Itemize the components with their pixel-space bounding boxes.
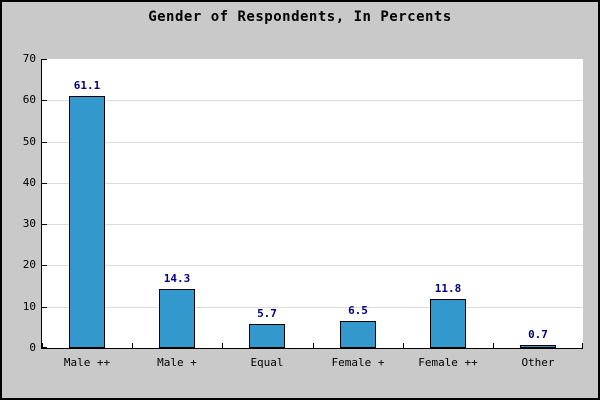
x-axis-tick: [403, 343, 404, 348]
bar: [249, 324, 285, 348]
chart-title: Gender of Respondents, In Percents: [148, 9, 452, 25]
gridline: [42, 224, 583, 225]
y-axis-tick: [42, 307, 47, 308]
x-tick-label: Male ++: [63, 356, 111, 369]
bar: [520, 345, 556, 348]
gridline: [42, 183, 583, 184]
x-axis-tick: [313, 343, 314, 348]
x-axis-tick: [222, 343, 223, 348]
x-tick-label: Equal: [250, 356, 284, 369]
bar-value-label: 6.5: [348, 304, 368, 317]
plot-area: 61.1 14.3 5.7 6.5 11.8 0.7: [41, 59, 583, 349]
y-axis-tick: [42, 347, 47, 348]
gridline: [42, 142, 583, 143]
y-axis-tick: [42, 142, 47, 143]
x-tick-label: Male +: [157, 356, 197, 369]
y-tick-label: 70: [22, 52, 36, 65]
y-tick-label: 30: [22, 217, 36, 230]
x-tick-label: Female +: [331, 356, 385, 369]
bar-value-label: 11.8: [434, 282, 462, 295]
x-tick-label: Other: [521, 356, 555, 369]
x-axis-tick: [582, 343, 583, 348]
y-tick-label: 10: [22, 300, 36, 313]
x-tick-label: Female ++: [418, 356, 478, 369]
x-axis-tick: [493, 343, 494, 348]
gridline: [42, 100, 583, 101]
bar: [159, 289, 195, 348]
gridline: [42, 265, 583, 266]
y-axis-tick: [42, 183, 47, 184]
bar: [340, 321, 376, 348]
bar-value-label: 5.7: [257, 307, 277, 320]
y-axis-tick: [42, 224, 47, 225]
bar: [430, 299, 466, 348]
bar-value-label: 14.3: [163, 272, 191, 285]
y-axis-tick: [42, 59, 47, 60]
y-tick-label: 60: [22, 93, 36, 106]
y-tick-label: 40: [22, 176, 36, 189]
x-axis-tick: [132, 343, 133, 348]
gridline: [42, 307, 583, 308]
bar: [69, 96, 105, 348]
bar-value-label: 61.1: [73, 79, 101, 92]
bar-value-label: 0.7: [528, 328, 548, 341]
y-tick-label: 20: [22, 258, 36, 271]
x-axis-tick: [42, 343, 43, 348]
y-tick-label: 0: [29, 341, 36, 354]
y-axis-tick: [42, 100, 47, 101]
y-tick-label: 50: [22, 135, 36, 148]
y-axis-tick: [42, 265, 47, 266]
